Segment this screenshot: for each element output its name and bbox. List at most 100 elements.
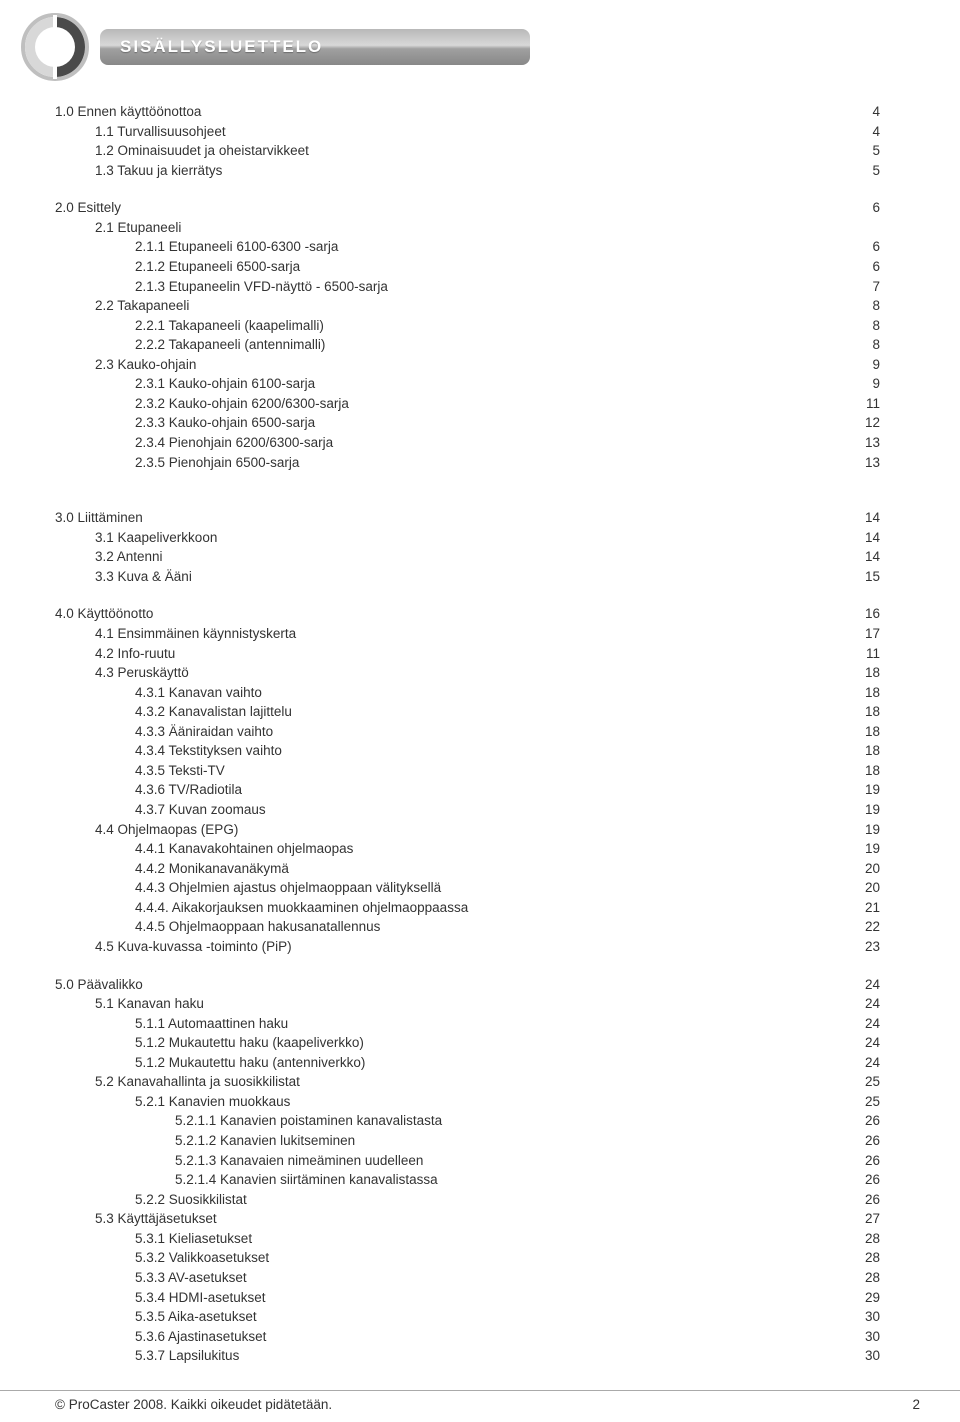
toc-row: 3.0 Liittäminen14 — [55, 508, 920, 528]
footer-page-number: 2 — [912, 1397, 920, 1412]
footer-copyright: © ProCaster 2008. Kaikki oikeudet pidäte… — [55, 1397, 332, 1412]
toc-page-number: 28 — [865, 1229, 920, 1249]
toc-label: 5.3.5 Aika-asetukset — [55, 1307, 257, 1327]
toc-page-number: 25 — [865, 1092, 920, 1112]
toc-page-number: 19 — [865, 839, 920, 859]
toc-page-number: 11 — [866, 644, 920, 664]
toc-label: 5.0 Päävalikko — [55, 975, 143, 995]
toc-row: 4.4.3 Ohjelmien ajastus ohjelmaoppaan vä… — [55, 878, 920, 898]
toc-row: 4.3.3 Ääniraidan vaihto18 — [55, 722, 920, 742]
toc-row: 2.3.1 Kauko-ohjain 6100-sarja9 — [55, 374, 920, 394]
toc-row: 5.3.2 Valikkoasetukset28 — [55, 1248, 920, 1268]
toc-page-number: 13 — [865, 433, 920, 453]
toc-page-number: 22 — [865, 917, 920, 937]
toc-page-number: 26 — [865, 1151, 920, 1171]
toc-page-number: 24 — [865, 975, 920, 995]
toc-row: 2.0 Esittely6 — [55, 198, 920, 218]
toc-page-number: 11 — [866, 394, 920, 414]
toc-page-number: 4 — [872, 122, 920, 142]
toc-page-number: 25 — [865, 1072, 920, 1092]
toc-page-number: 18 — [865, 683, 920, 703]
toc-page-number: 24 — [865, 1033, 920, 1053]
toc-label: 4.3.4 Tekstityksen vaihto — [55, 741, 282, 761]
toc-label: 4.2 Info-ruutu — [55, 644, 175, 664]
toc-row: 5.1 Kanavan haku24 — [55, 994, 920, 1014]
toc-row: 5.3.3 AV-asetukset 28 — [55, 1268, 920, 1288]
toc-page-number — [880, 218, 920, 238]
page-footer: © ProCaster 2008. Kaikki oikeudet pidäte… — [0, 1390, 960, 1422]
toc-row: 5.3.4 HDMI-asetukset29 — [55, 1288, 920, 1308]
toc-page-number: 24 — [865, 994, 920, 1014]
toc-row: 2.3.5 Pienohjain 6500-sarja 13 — [55, 453, 920, 473]
toc-page-number: 14 — [865, 547, 920, 567]
toc-row: 2.1.2 Etupaneeli 6500-sarja6 — [55, 257, 920, 277]
toc-label: 2.1.3 Etupaneelin VFD-näyttö - 6500-sarj… — [55, 277, 388, 297]
toc-page-number: 5 — [872, 161, 920, 181]
toc-page-number: 4 — [872, 102, 920, 122]
toc-label: 4.0 Käyttöönotto — [55, 604, 153, 624]
page-header: SISÄLLYSLUETTELO — [0, 0, 960, 102]
toc-page-number: 18 — [865, 702, 920, 722]
title-bar: SISÄLLYSLUETTELO — [100, 29, 530, 65]
toc-row: 4.1 Ensimmäinen käynnistyskerta17 — [55, 624, 920, 644]
toc-row: 2.3.4 Pienohjain 6200/6300-sarja13 — [55, 433, 920, 453]
toc-page-number: 28 — [865, 1268, 920, 1288]
toc-label: 4.3.5 Teksti-TV — [55, 761, 225, 781]
toc-page-number: 18 — [865, 663, 920, 683]
toc-label: 2.1.2 Etupaneeli 6500-sarja — [55, 257, 300, 277]
toc-row: 5.3.6 Ajastinasetukset30 — [55, 1327, 920, 1347]
toc-row: 2.2.1 Takapaneeli (kaapelimalli) 8 — [55, 316, 920, 336]
toc-page-number: 8 — [872, 316, 920, 336]
toc-label: 4.3.2 Kanavalistan lajittelu — [55, 702, 292, 722]
toc-row: 4.2 Info-ruutu 11 — [55, 644, 920, 664]
toc-label: 1.2 Ominaisuudet ja oheistarvikkeet — [55, 141, 309, 161]
toc-label: 4.3 Peruskäyttö — [55, 663, 189, 683]
toc-label: 2.2.1 Takapaneeli (kaapelimalli) — [55, 316, 324, 336]
toc-label: 5.2.1 Kanavien muokkaus — [55, 1092, 290, 1112]
toc-row: 4.4.4. Aikakorjauksen muokkaaminen ohjel… — [55, 898, 920, 918]
toc-page-number: 17 — [865, 624, 920, 644]
toc-page-number: 13 — [865, 453, 920, 473]
toc-label: 5.3.6 Ajastinasetukset — [55, 1327, 266, 1347]
toc-label: 4.4.1 Kanavakohtainen ohjelmaopas — [55, 839, 353, 859]
toc-page-number: 15 — [865, 567, 920, 587]
toc-row: 5.1.2 Mukautettu haku (antenniverkko) 24 — [55, 1053, 920, 1073]
toc-row: 1.3 Takuu ja kierrätys 5 — [55, 161, 920, 181]
toc-page-number: 24 — [865, 1053, 920, 1073]
toc-label: 2.2 Takapaneeli — [55, 296, 189, 316]
toc-row: 5.3.5 Aika-asetukset30 — [55, 1307, 920, 1327]
toc-label: 5.2 Kanavahallinta ja suosikkilistat — [55, 1072, 300, 1092]
toc-page-number: 12 — [865, 413, 920, 433]
toc-label: 2.3.1 Kauko-ohjain 6100-sarja — [55, 374, 315, 394]
toc-label: 5.3.3 AV-asetukset — [55, 1268, 247, 1288]
toc-page-number: 28 — [865, 1248, 920, 1268]
toc-page-number: 20 — [865, 859, 920, 879]
toc-row: 2.2.2 Takapaneeli (antennimalli)8 — [55, 335, 920, 355]
section-gap — [55, 586, 920, 604]
toc-label: 4.4.2 Monikanavanäkymä — [55, 859, 289, 879]
toc-label: 5.1.2 Mukautettu haku (antenniverkko) — [55, 1053, 365, 1073]
toc-row: 5.3.7 Lapsilukitus30 — [55, 1346, 920, 1366]
toc-page-number: 8 — [872, 296, 920, 316]
toc-label: 2.2.2 Takapaneeli (antennimalli) — [55, 335, 325, 355]
toc-label: 1.0 Ennen käyttöönottoa — [55, 102, 201, 122]
toc-row: 4.3.6 TV/Radiotila19 — [55, 780, 920, 800]
toc-row: 4.0 Käyttöönotto16 — [55, 604, 920, 624]
toc-row: 3.3 Kuva & Ääni15 — [55, 567, 920, 587]
toc-label: 2.3.5 Pienohjain 6500-sarja — [55, 453, 299, 473]
toc-page-number: 26 — [865, 1170, 920, 1190]
toc-page-number: 18 — [865, 761, 920, 781]
toc-label: 4.4.3 Ohjelmien ajastus ohjelmaoppaan vä… — [55, 878, 441, 898]
toc-row: 5.2.1.3 Kanavaien nimeäminen uudelleen26 — [55, 1151, 920, 1171]
toc-label: 3.1 Kaapeliverkkoon — [55, 528, 217, 548]
toc-row: 5.2.2 Suosikkilistat26 — [55, 1190, 920, 1210]
toc-label: 2.3.2 Kauko-ohjain 6200/6300-sarja — [55, 394, 349, 414]
toc-page-number: 26 — [865, 1131, 920, 1151]
toc-row: 2.3.3 Kauko-ohjain 6500-sarja12 — [55, 413, 920, 433]
toc-label: 1.3 Takuu ja kierrätys — [55, 161, 222, 181]
toc-row: 5.2.1.2 Kanavien lukitseminen 26 — [55, 1131, 920, 1151]
toc-row: 4.4.5 Ohjelmaoppaan hakusanatallennus22 — [55, 917, 920, 937]
toc-label: 5.2.1.2 Kanavien lukitseminen — [55, 1131, 355, 1151]
toc-row: 5.3.1 Kieliasetukset28 — [55, 1229, 920, 1249]
toc-label: 5.3 Käyttäjäsetukset — [55, 1209, 217, 1229]
